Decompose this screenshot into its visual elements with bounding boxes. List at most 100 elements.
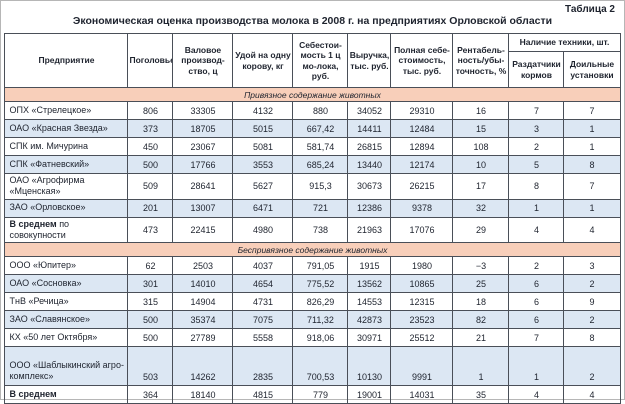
value-cell: 29 <box>452 216 510 243</box>
value-cell: 12484 <box>390 119 454 138</box>
enterprise-cell: В среднем по совокупности <box>4 216 129 243</box>
value-cell: 5 <box>508 155 565 174</box>
table-row: ОАО «Красная Звезда» 373 18705 5015 667,42 14… <box>4 119 621 138</box>
value-cell: 4037 <box>232 256 294 275</box>
value-cell: 1980 <box>390 256 454 275</box>
value-cell: 667,42 <box>292 119 349 138</box>
value-cell: 16 <box>452 101 510 120</box>
col-header-milk-yield: Удой на одну корову, кг <box>232 33 294 88</box>
value-cell: 500 <box>127 328 174 347</box>
value-cell: 21963 <box>347 216 392 243</box>
col-header-full-cost: Полная себе-стоимость, тыс. руб. <box>390 33 454 88</box>
value-cell: 17 <box>452 173 510 200</box>
value-cell: 10 <box>452 155 510 174</box>
value-cell: 12174 <box>390 155 454 174</box>
value-cell: 4 <box>508 216 565 243</box>
value-cell: 880 <box>292 101 349 120</box>
section-band-label: Привязное содержание животных <box>4 87 621 102</box>
value-cell: 35374 <box>172 310 234 329</box>
table-row: В среднем 364 18140 4815 779 19001 14031 35 4 4 <box>4 385 621 404</box>
col-header-revenue: Выручка, тыс. руб. <box>347 33 392 88</box>
page-title: Экономическая оценка производства молока… <box>72 15 553 27</box>
col-header-gross-output: Валовое производ-ство, ц <box>172 33 234 88</box>
value-cell: 775,52 <box>292 274 349 293</box>
value-cell: 373 <box>127 119 174 138</box>
value-cell: 2 <box>508 137 565 156</box>
value-cell: 19001 <box>347 385 392 404</box>
value-cell: 8 <box>563 155 621 174</box>
value-cell: 7 <box>563 101 621 120</box>
value-cell: 2 <box>563 274 621 293</box>
value-cell: 26215 <box>390 173 454 200</box>
value-cell: 13562 <box>347 274 392 293</box>
value-cell: 14411 <box>347 119 392 138</box>
value-cell: 25512 <box>390 328 454 347</box>
value-cell: 14904 <box>172 292 234 311</box>
value-cell: 17076 <box>390 216 454 243</box>
value-cell: 4654 <box>232 274 294 293</box>
value-cell: 915,3 <box>292 173 349 200</box>
value-cell: 6471 <box>232 198 294 218</box>
value-cell: 17766 <box>172 155 234 174</box>
value-cell: 738 <box>292 216 349 243</box>
enterprise-cell: ОАО «Агрофирма «Мценская» <box>4 173 129 200</box>
table-row: ОПХ «Стрелецкое» 806 33305 4132 880 34052 2931… <box>4 101 621 120</box>
value-cell: 450 <box>127 137 174 156</box>
value-cell: 30673 <box>347 173 392 200</box>
value-cell: 9991 <box>390 346 454 386</box>
value-cell: 14010 <box>172 274 234 293</box>
value-cell: 62 <box>127 256 174 275</box>
value-cell: 581,74 <box>292 137 349 156</box>
enterprise-cell: ООО «Шаблыкинский агро-комплекс» <box>4 346 129 386</box>
value-cell: 14262 <box>172 346 234 386</box>
value-cell: 9 <box>563 292 621 311</box>
value-cell: 685,24 <box>292 155 349 174</box>
value-cell: 806 <box>127 101 174 120</box>
milk-production-table: Предприятие Поголовье Валовое производ-с… <box>4 33 621 404</box>
table-row: КХ «50 лет Октября» 500 27789 5558 918,06 309… <box>4 328 621 347</box>
col-header-milking-units: Доильные установки <box>563 51 621 88</box>
value-cell: 5015 <box>232 119 294 138</box>
value-cell: 1 <box>563 137 621 156</box>
value-cell: 13007 <box>172 198 234 218</box>
value-cell: 12386 <box>347 198 392 218</box>
value-cell: 4 <box>563 385 621 404</box>
value-cell: 33305 <box>172 101 234 120</box>
value-cell: 2 <box>563 310 621 329</box>
value-cell: 7 <box>508 328 565 347</box>
value-cell: 826,29 <box>292 292 349 311</box>
value-cell: 42873 <box>347 310 392 329</box>
enterprise-cell: СПК им. Мичурина <box>4 137 129 156</box>
value-cell: 301 <box>127 274 174 293</box>
value-cell: 18140 <box>172 385 234 404</box>
section-band-row: Беспривязное содержание животных <box>4 242 621 257</box>
table-row: СПК им. Мичурина 450 23067 5081 581,74 26815 1… <box>4 137 621 156</box>
value-cell: 32 <box>452 198 510 218</box>
value-cell: 5558 <box>232 328 294 347</box>
value-cell: 473 <box>127 216 174 243</box>
value-cell: 1 <box>508 346 565 386</box>
value-cell: 18705 <box>172 119 234 138</box>
enterprise-cell: ЗАО «Славянское» <box>4 310 129 329</box>
value-cell: 3 <box>563 256 621 275</box>
value-cell: 18 <box>452 292 510 311</box>
value-cell: 1 <box>508 198 565 218</box>
value-cell: 23067 <box>172 137 234 156</box>
value-cell: 2835 <box>232 346 294 386</box>
table-row: ЗАО «Орловское» 201 13007 6471 721 12386 9378 3… <box>4 198 621 218</box>
enterprise-cell: ОАО «Сосновка» <box>4 274 129 293</box>
table-row: В среднем по совокупности 473 22415 4980 738… <box>4 216 621 243</box>
col-header-enterprise: Предприятие <box>4 33 129 88</box>
col-header-profitability: Рентабель-ность/убы-точность, % <box>452 33 510 88</box>
table-row: ТнВ «Речица» 315 14904 4731 826,29 14553 12315… <box>4 292 621 311</box>
value-cell: 2 <box>508 256 565 275</box>
value-cell: 1 <box>563 198 621 218</box>
enterprise-cell: ОПХ «Стрелецкое» <box>4 101 129 120</box>
value-cell: 4 <box>563 216 621 243</box>
value-cell: 12315 <box>390 292 454 311</box>
value-cell: 2503 <box>172 256 234 275</box>
value-cell: 82 <box>452 310 510 329</box>
value-cell: 201 <box>127 198 174 218</box>
value-cell: 6 <box>508 292 565 311</box>
